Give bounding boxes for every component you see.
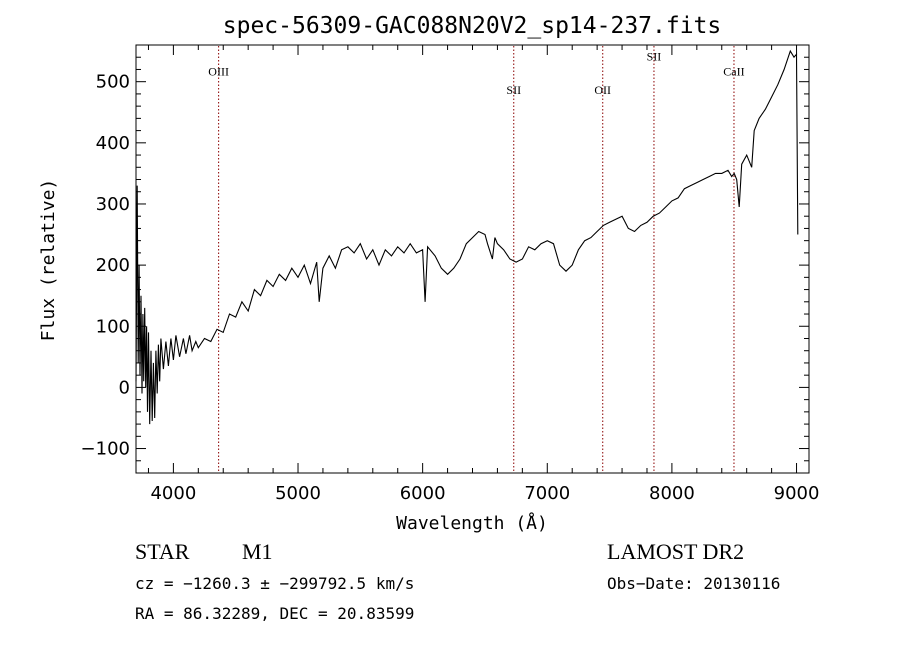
emission-line-label: CaII — [723, 65, 744, 79]
emission-line-label: OIII — [208, 65, 229, 79]
y-tick-label: 500 — [96, 72, 130, 93]
survey-name: LAMOST DR2 — [607, 539, 745, 564]
emission-line-label: SII — [647, 49, 662, 63]
y-tick-label: 300 — [96, 194, 130, 215]
y-tick-label: −100 — [81, 439, 130, 460]
sky-coordinates: RA = 86.32289, DEC = 20.83599 — [135, 604, 415, 623]
x-tick-label: 4000 — [150, 483, 196, 504]
y-tick-label: 100 — [96, 316, 130, 337]
x-tick-label: 8000 — [649, 483, 695, 504]
y-tick-label: 200 — [96, 255, 130, 276]
object-subclass: M1 — [242, 539, 273, 564]
x-axis-label: Wavelength (Å) — [396, 512, 548, 534]
x-tick-label: 5000 — [275, 483, 321, 504]
spectrum-line — [135, 49, 799, 425]
emission-line-label: OII — [594, 83, 611, 97]
x-tick-label: 9000 — [774, 483, 820, 504]
plot-frame — [135, 44, 810, 474]
y-tick-label: 0 — [119, 377, 130, 398]
redshift-velocity: cz = −1260.3 ± −299792.5 km/s — [135, 574, 415, 593]
axes: 4000 5000 6000 7000 8000 9000 −100 0 100 200 300 40… — [81, 44, 820, 504]
emission-line-label: SII — [506, 83, 521, 97]
x-tick-label: 7000 — [524, 483, 570, 504]
y-tick-label: 400 — [96, 133, 130, 154]
observation-date: Obs−Date: 20130116 — [607, 574, 781, 593]
chart-title: spec-56309-GAC088N20V2_sp14-237.fits — [223, 13, 722, 39]
x-tick-label: 6000 — [400, 483, 446, 504]
object-type: STAR — [135, 539, 190, 564]
y-axis-label: Flux (relative) — [38, 179, 59, 342]
emission-line-markers: OIII SII OII SII CaII — [208, 46, 745, 472]
